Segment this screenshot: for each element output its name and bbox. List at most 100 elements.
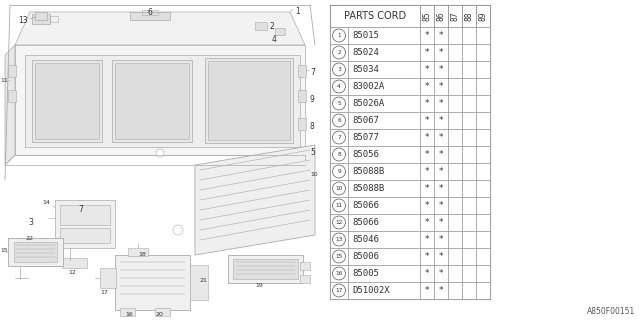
Text: *: * (425, 286, 429, 295)
Bar (462, 112, 476, 129)
Text: 85088B: 85088B (352, 184, 384, 193)
Text: *: * (425, 48, 429, 57)
Bar (330, 265, 348, 282)
Polygon shape (15, 12, 305, 45)
Bar (348, 231, 420, 248)
Text: 20: 20 (155, 312, 163, 317)
Text: 17: 17 (335, 288, 342, 293)
Bar (462, 214, 476, 231)
Bar (50, 16, 58, 22)
Bar (434, 265, 448, 282)
Bar (448, 248, 462, 265)
Text: 85: 85 (422, 11, 431, 21)
Text: *: * (425, 235, 429, 244)
Bar (348, 78, 420, 95)
Bar (142, 10, 158, 15)
Text: 22: 22 (25, 236, 33, 241)
Bar (462, 180, 476, 197)
Bar (8, 65, 16, 77)
Bar (330, 44, 348, 61)
Bar (348, 61, 420, 78)
Bar (348, 214, 420, 231)
Text: *: * (439, 99, 444, 108)
Text: 85056: 85056 (352, 150, 379, 159)
Bar (462, 197, 476, 214)
Text: *: * (425, 82, 429, 91)
Bar (100, 268, 116, 288)
Text: 2: 2 (337, 50, 341, 55)
Circle shape (333, 29, 346, 42)
Bar (420, 248, 434, 265)
Text: *: * (439, 65, 444, 74)
Bar (476, 44, 490, 61)
Bar (348, 129, 420, 146)
Text: *: * (425, 31, 429, 40)
Text: 10: 10 (335, 186, 342, 191)
Text: 12: 12 (68, 270, 76, 275)
Text: 85005: 85005 (352, 269, 379, 278)
Bar (300, 262, 310, 270)
Bar (330, 282, 348, 299)
Bar (420, 5, 434, 27)
Bar (476, 129, 490, 146)
Bar (462, 163, 476, 180)
Bar (462, 282, 476, 299)
Text: 5: 5 (310, 148, 315, 157)
Text: 14: 14 (42, 200, 50, 205)
Text: 6: 6 (337, 118, 341, 123)
Text: 15: 15 (0, 248, 8, 253)
Bar (462, 44, 476, 61)
Bar (448, 265, 462, 282)
Bar (330, 112, 348, 129)
Text: 89: 89 (479, 11, 488, 21)
Text: 12: 12 (335, 220, 342, 225)
Bar (434, 197, 448, 214)
Bar (448, 95, 462, 112)
Text: 85088B: 85088B (352, 167, 384, 176)
Bar (420, 78, 434, 95)
Text: 11: 11 (0, 78, 8, 83)
Circle shape (333, 97, 346, 110)
Bar (330, 231, 348, 248)
Text: *: * (425, 269, 429, 278)
Bar (348, 163, 420, 180)
Text: A850F00151: A850F00151 (587, 307, 635, 316)
Text: 87: 87 (451, 11, 460, 21)
Text: 3: 3 (28, 218, 33, 227)
Bar (476, 112, 490, 129)
Bar (298, 65, 306, 77)
Text: *: * (425, 99, 429, 108)
Text: 7: 7 (310, 68, 315, 77)
Bar (476, 282, 490, 299)
Text: 8: 8 (310, 122, 315, 131)
Bar (448, 282, 462, 299)
Text: 5: 5 (337, 101, 341, 106)
Text: 85024: 85024 (352, 48, 379, 57)
Text: *: * (425, 167, 429, 176)
Bar (25, 55, 300, 147)
Polygon shape (15, 45, 305, 155)
Bar (420, 265, 434, 282)
Bar (476, 180, 490, 197)
Text: 85066: 85066 (352, 201, 379, 210)
Bar (420, 61, 434, 78)
Polygon shape (5, 45, 15, 165)
Text: *: * (425, 201, 429, 210)
Bar (434, 163, 448, 180)
Bar (55, 200, 115, 248)
Text: *: * (439, 133, 444, 142)
Bar (420, 282, 434, 299)
Bar (348, 282, 420, 299)
Bar (330, 146, 348, 163)
Text: 86: 86 (436, 11, 445, 21)
Bar (448, 129, 462, 146)
Bar (128, 248, 148, 256)
Bar (14, 242, 57, 262)
Text: 83002A: 83002A (352, 82, 384, 91)
Circle shape (333, 216, 346, 229)
Bar (420, 231, 434, 248)
Bar (434, 282, 448, 299)
Bar (448, 112, 462, 129)
Text: 16: 16 (125, 312, 132, 317)
Bar (462, 146, 476, 163)
